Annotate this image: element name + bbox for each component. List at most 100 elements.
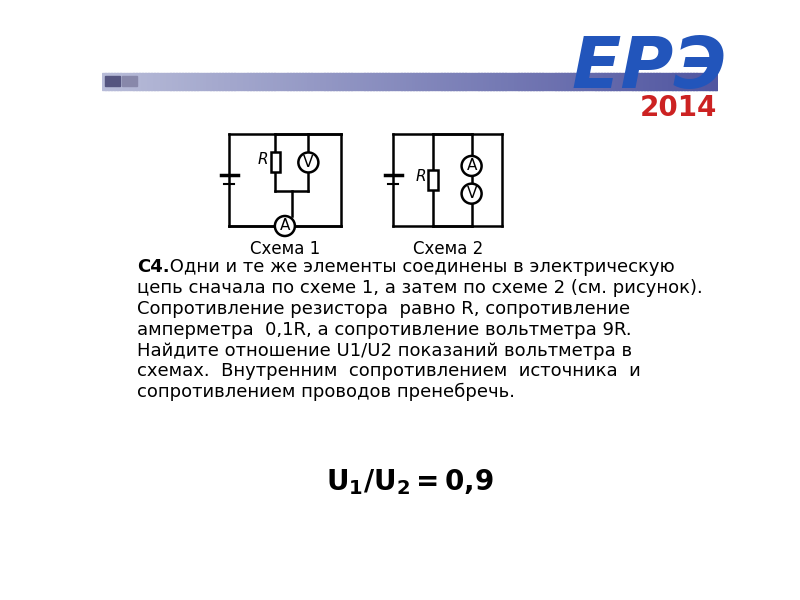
Bar [126, 73, 130, 90]
Bar [687, 73, 691, 90]
Bar [386, 73, 390, 90]
Bar [204, 73, 207, 90]
Bar [441, 73, 445, 90]
Bar [342, 73, 346, 90]
Text: V: V [466, 186, 477, 201]
Bar [321, 73, 325, 90]
Bar [684, 73, 688, 90]
Bar [398, 73, 402, 90]
Bar [629, 73, 633, 90]
Bar [678, 73, 682, 90]
Bar [139, 73, 143, 90]
Bar [105, 73, 109, 90]
Bar [102, 73, 106, 90]
Bar [182, 73, 186, 90]
Bar [246, 73, 250, 90]
Bar [672, 73, 676, 90]
Bar [462, 73, 466, 90]
Text: схемах.  Внутренним  сопротивлением  источника  и: схемах. Внутренним сопротивлением источн… [137, 362, 640, 380]
Bar [586, 73, 590, 90]
Bar [614, 73, 617, 90]
Bar [166, 73, 170, 90]
Bar [198, 73, 202, 90]
Bar [314, 73, 318, 90]
Bar [145, 73, 149, 90]
Bar [419, 73, 423, 90]
Bar [349, 73, 352, 90]
Bar [407, 73, 410, 90]
Bar [154, 73, 158, 90]
Bar [231, 73, 235, 90]
Text: С4.: С4. [137, 259, 170, 277]
Bar [570, 73, 574, 90]
Bar [647, 73, 651, 90]
Bar [339, 73, 343, 90]
Bar [644, 73, 648, 90]
Bar [715, 73, 718, 90]
Bar [416, 73, 420, 90]
Bar [222, 73, 226, 90]
Bar [216, 73, 220, 90]
Bar [474, 73, 478, 90]
Bar [361, 73, 365, 90]
Bar [666, 73, 670, 90]
Bar [466, 73, 470, 90]
Bar [284, 73, 287, 90]
Bar [632, 73, 636, 90]
Bar [662, 73, 666, 90]
Bar [176, 73, 180, 90]
Bar [444, 73, 448, 90]
Text: сопротивлением проводов пренебречь.: сопротивлением проводов пренебречь. [137, 383, 514, 401]
Bar [122, 76, 138, 86]
Bar [274, 73, 278, 90]
Bar [512, 73, 515, 90]
Bar [351, 73, 355, 90]
Bar [401, 73, 405, 90]
Bar [253, 73, 257, 90]
Bar [641, 73, 645, 90]
Bar [238, 73, 242, 90]
Bar [702, 73, 706, 90]
Bar [244, 73, 247, 90]
Bar [582, 73, 586, 90]
Bar [619, 73, 623, 90]
Bar [635, 73, 638, 90]
Bar [536, 73, 540, 90]
Bar [709, 73, 713, 90]
Bar [506, 73, 510, 90]
Bar [111, 73, 115, 90]
Bar [121, 73, 124, 90]
Bar [201, 73, 205, 90]
Bar [268, 73, 272, 90]
Bar [250, 73, 254, 90]
Circle shape [462, 184, 482, 203]
Bar [502, 73, 506, 90]
Text: R: R [415, 169, 426, 184]
Bar [271, 73, 275, 90]
Bar [410, 73, 414, 90]
Bar [438, 73, 442, 90]
Bar [534, 73, 537, 90]
Bar [354, 73, 358, 90]
Bar [306, 73, 309, 90]
Bar [579, 73, 583, 90]
Bar [558, 73, 562, 90]
Bar [459, 73, 463, 90]
Bar [185, 73, 189, 90]
Bar [210, 73, 214, 90]
Bar [601, 73, 605, 90]
Bar [266, 73, 269, 90]
Bar [478, 73, 482, 90]
Bar [481, 73, 485, 90]
Bar [287, 73, 290, 90]
Bar [616, 73, 620, 90]
Bar [598, 73, 602, 90]
Bar [161, 73, 164, 90]
Bar [539, 73, 543, 90]
Bar [431, 73, 435, 90]
Bar [650, 73, 654, 90]
Bar [524, 73, 528, 90]
Bar [108, 73, 112, 90]
Bar [413, 73, 417, 90]
Text: амперметра  0,1R, а сопротивление вольтметра 9R.: амперметра 0,1R, а сопротивление вольтме… [137, 321, 631, 339]
